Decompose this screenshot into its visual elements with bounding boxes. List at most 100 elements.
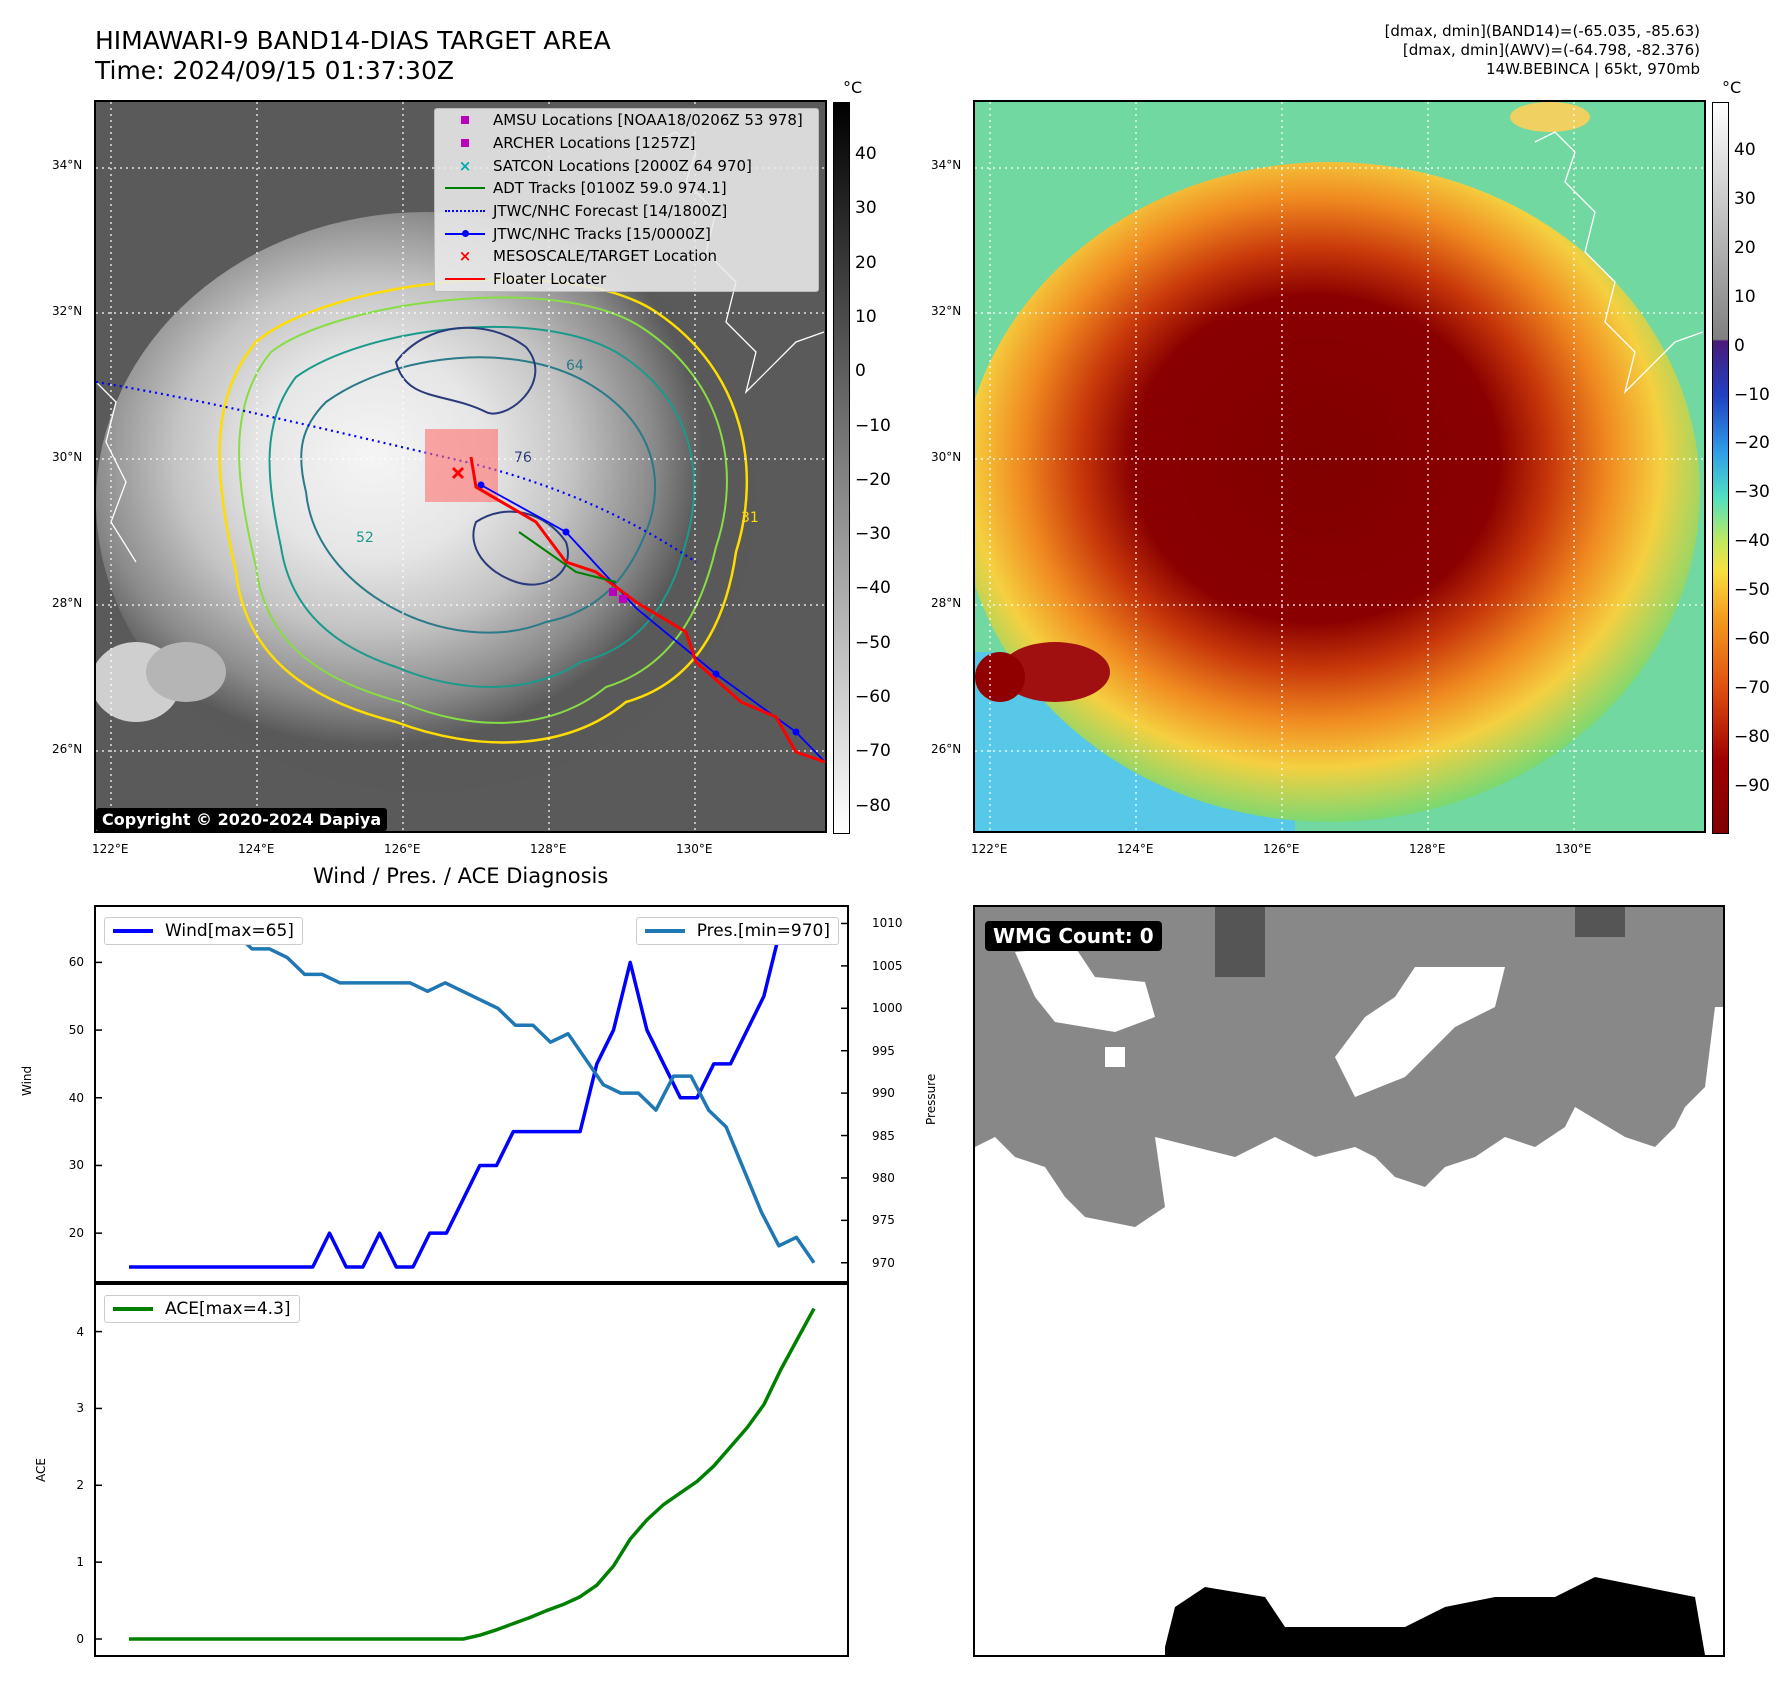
pres-ylabel: Pressure [924, 1073, 938, 1125]
wind-pres-chart [96, 922, 847, 1269]
pres-ytick-7: 1005 [872, 958, 903, 973]
wind-legend: Wind[max=65] [104, 917, 303, 945]
legend-satcon-label: SATCON Locations [2000Z 64 970] [493, 156, 752, 175]
ir-lon-122: 122°E [92, 842, 129, 856]
wv-colorbar-tick-6: −20 [1734, 433, 1770, 454]
contour-76-a [394, 326, 537, 415]
wv-colorbar-tick-11: −70 [1734, 677, 1770, 698]
wv-gridlines [975, 102, 1704, 831]
coastline-west [96, 381, 137, 563]
floater-track [469, 456, 825, 764]
info-line1: [dmax, dmin](BAND14)=(-65.035, -85.63) [1384, 22, 1700, 40]
wv-lat-32: 32°N [931, 304, 962, 318]
wmg-hole-2 [1335, 967, 1505, 1097]
pres-ytick-5: 995 [872, 1043, 895, 1058]
wv-west-cell-2 [975, 652, 1025, 702]
wv-lat-28: 28°N [931, 596, 962, 610]
ace-chart [96, 1307, 816, 1641]
ir-colorbar-unit: °C [843, 78, 863, 97]
ir-colorbar-tick-12: −80 [855, 795, 891, 816]
contour-40 [238, 296, 728, 724]
ir-lon-128: 128°E [530, 842, 567, 856]
ir-colorbar-tick-2: 20 [855, 252, 877, 273]
ir-colorbar-tick-11: −70 [855, 741, 891, 762]
ir-colorbar-tick-0: 40 [855, 144, 877, 164]
ir-lat-28: 28°N [52, 596, 83, 610]
wind-ytick-2: 40 [68, 1090, 84, 1105]
legend-forecast-label: JTWC/NHC Forecast [14/1800Z] [493, 202, 728, 221]
ir-colorbar-tick-5: −10 [855, 415, 891, 436]
ir-lat-32: 32°N [52, 304, 83, 318]
pres-legend-label: Pres.[min=970] [696, 921, 830, 941]
ir-lon-130: 130°E [676, 842, 713, 856]
wmg-mask [975, 907, 1723, 1655]
legend-target-label: MESOSCALE/TARGET Location [493, 247, 718, 266]
pres-legend: Pres.[min=970] [635, 917, 839, 945]
wmg-count-label: WMG Count: 0 [985, 921, 1162, 951]
legend-tracks: JTWC/NHC Tracks [15/0000Z] [435, 222, 818, 245]
legend-amsu-label: AMSU Locations [NOAA18/0206Z 53 978] [493, 111, 803, 130]
wv-colorbar-tick-7: −30 [1734, 482, 1770, 503]
chart-title: HIMAWARI-9 BAND14-DIAS TARGET AREA Time:… [95, 26, 611, 86]
wv-colorbar [1712, 102, 1729, 834]
wind-ytick-4: 60 [68, 955, 84, 970]
ace-ylabel: ACE [34, 1458, 48, 1482]
wmg-hole-1 [1015, 947, 1155, 1032]
wv-colorbar-tick-0: 40 [1734, 140, 1756, 160]
ace-legend: ACE[max=4.3] [104, 1295, 300, 1323]
legend-floater: Floater Locater [435, 268, 818, 291]
ir-colorbar-tick-9: −50 [855, 632, 891, 653]
ir-colorbar-tick-10: −60 [855, 687, 891, 707]
pres-ytick-4: 990 [872, 1086, 895, 1101]
ir-west-cell-2 [146, 642, 226, 702]
contour-label-31: 31 [741, 510, 759, 526]
legend-archer-label: ARCHER Locations [1257Z] [493, 134, 696, 153]
wind-legend-label: Wind[max=65] [165, 921, 294, 941]
wv-colorbar-tick-10: −60 [1734, 629, 1770, 649]
ir-colorbar-tick-6: −20 [855, 469, 891, 490]
legend-adt: ADT Tracks [0100Z 59.0 974.1] [435, 177, 818, 200]
floater-box [425, 429, 498, 502]
wv-colorbar-tick-4: 0 [1734, 335, 1745, 356]
wv-coastline-east [1534, 131, 1704, 395]
contour-label-64: 64 [566, 358, 584, 374]
archer-marker [619, 595, 627, 603]
ace-panel: ACE[max=4.3] [94, 1281, 849, 1657]
wv-colorbar-tick-9: −50 [1734, 580, 1770, 601]
ace-ytick-2: 2 [76, 1478, 84, 1493]
ir-colorbar-tick-3: 10 [855, 306, 877, 327]
ir-lat-26: 26°N [52, 742, 83, 756]
wv-colorbar-tick-13: −90 [1734, 775, 1770, 796]
copyright-label: Copyright © 2020-2024 Dapiya [96, 808, 388, 831]
wmg-dark-1 [1215, 907, 1265, 977]
wv-lat-34: 34°N [931, 158, 962, 172]
wmg-dark-2 [1575, 907, 1625, 937]
ace-series-line [129, 1307, 816, 1641]
wmg-panel: WMG Count: 0 [973, 905, 1725, 1657]
wv-lon-124: 124°E [1117, 842, 1154, 856]
ace-ytick-4: 4 [76, 1324, 84, 1339]
ace-ytick-1: 1 [76, 1555, 84, 1570]
adt-track [518, 531, 617, 583]
wmg-hole-3 [1105, 1047, 1125, 1067]
legend-target: × MESOSCALE/TARGET Location [458, 247, 718, 266]
contour-label-52: 52 [356, 530, 374, 546]
info-block: [dmax, dmin](BAND14)=(-65.035, -85.63) [… [1100, 22, 1700, 79]
ir-map-panel: 64 76 52 31 AMSU Locat [94, 100, 827, 833]
ir-lon-124: 124°E [238, 842, 275, 856]
wind-ytick-3: 50 [68, 1023, 84, 1038]
amsu-marker [609, 588, 617, 596]
contour-52 [268, 325, 696, 688]
legend-forecast: JTWC/NHC Forecast [14/1800Z] [435, 200, 818, 223]
wv-colorbar-tick-12: −80 [1734, 726, 1770, 747]
info-line3: 14W.BEBINCA | 65kt, 970mb [1486, 60, 1700, 78]
ace-ytick-3: 3 [76, 1401, 84, 1416]
wv-west-cell [1000, 642, 1110, 702]
ir-colorbar-tick-1: 30 [855, 198, 877, 219]
ir-colorbar-tick-7: −30 [855, 524, 891, 545]
ir-lat-30: 30°N [52, 450, 83, 464]
ir-colorbar-tick-4: 0 [855, 361, 866, 382]
wv-lon-128: 128°E [1409, 842, 1446, 856]
ir-colorbar-tick-8: −40 [855, 578, 891, 599]
wv-map-svg [975, 102, 1704, 831]
